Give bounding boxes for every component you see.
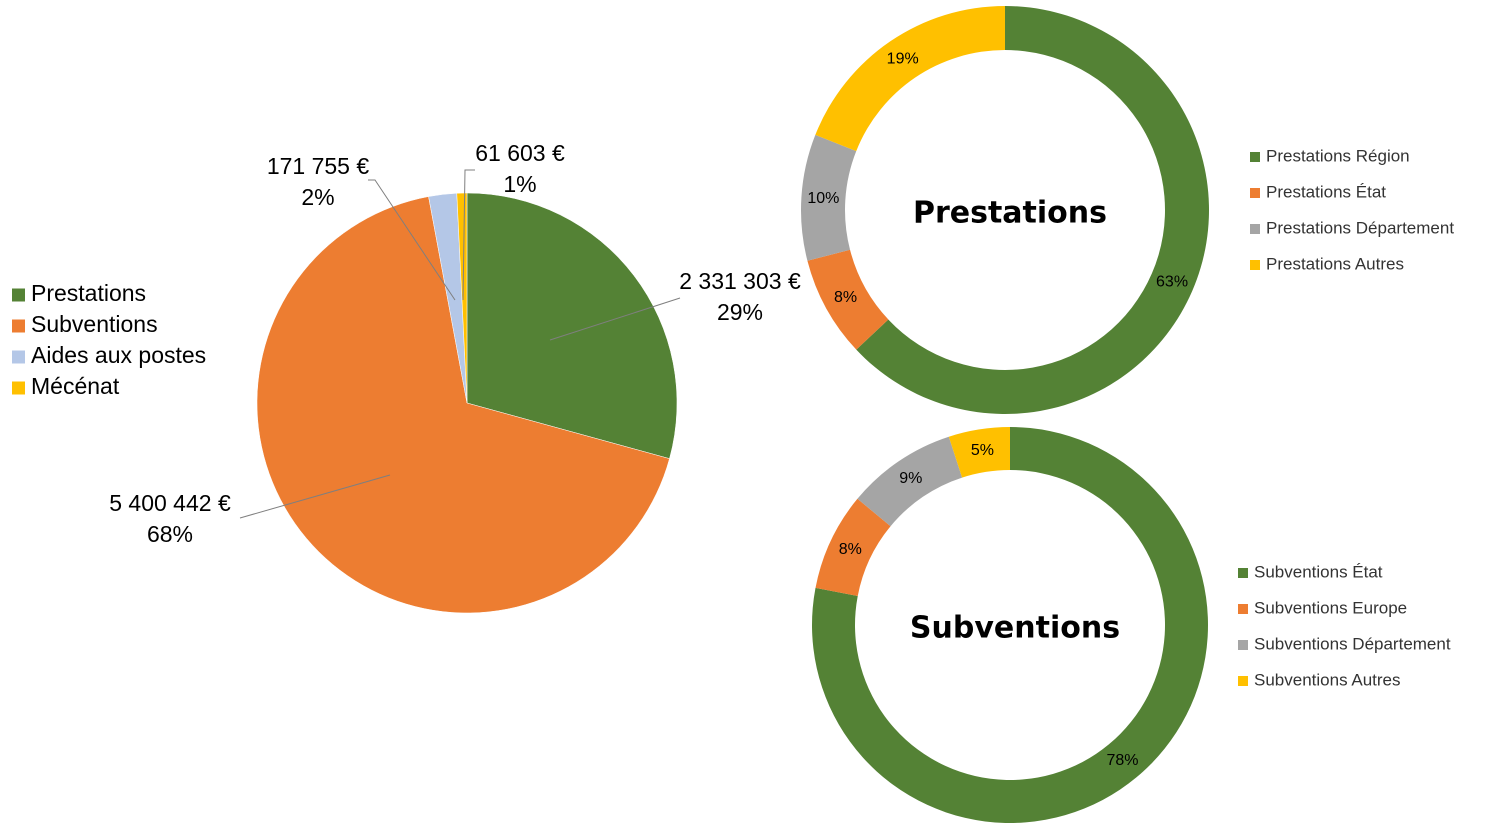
legend-marker bbox=[1238, 640, 1248, 650]
legend-marker bbox=[1250, 188, 1260, 198]
slice bbox=[801, 134, 857, 261]
legend-marker bbox=[1238, 568, 1248, 578]
percent-label: 68% bbox=[147, 521, 193, 547]
legend-marker bbox=[1250, 260, 1260, 270]
slice bbox=[256, 196, 670, 614]
data-label: 8% bbox=[839, 541, 862, 558]
legend-marker bbox=[1238, 676, 1248, 686]
percent-label: 29% bbox=[717, 299, 763, 325]
data-label: 63% bbox=[1156, 273, 1188, 290]
legend-label: Aides aux postes bbox=[31, 342, 206, 368]
legend-label: Subventions Département bbox=[1254, 634, 1451, 653]
slice bbox=[466, 192, 678, 459]
slice bbox=[456, 192, 468, 404]
legend-marker bbox=[12, 350, 25, 364]
leader-line bbox=[368, 179, 456, 301]
data-label: 8% bbox=[834, 289, 857, 306]
slice bbox=[857, 436, 963, 527]
slice bbox=[807, 249, 889, 350]
leader-line bbox=[239, 474, 391, 519]
legend-label: Prestations Autres bbox=[1266, 254, 1404, 273]
legend-label: Prestations Département bbox=[1266, 218, 1454, 237]
slice bbox=[948, 427, 1010, 478]
legend-label: Prestations bbox=[31, 280, 146, 306]
legend-marker bbox=[12, 288, 25, 302]
legend-label: Prestations État bbox=[1266, 182, 1386, 201]
legend-marker bbox=[1250, 152, 1260, 162]
legend-marker bbox=[12, 381, 25, 395]
slice bbox=[856, 6, 1209, 414]
legend-label: Subventions Autres bbox=[1254, 670, 1400, 689]
data-label: 61 603 € bbox=[475, 140, 565, 166]
data-label: 9% bbox=[899, 470, 922, 487]
data-label: 78% bbox=[1106, 752, 1138, 769]
slice bbox=[815, 498, 891, 596]
percent-label: 2% bbox=[301, 184, 334, 210]
data-label: 5 400 442 € bbox=[109, 490, 231, 516]
data-label: 19% bbox=[887, 51, 919, 68]
legend-label: Mécénat bbox=[31, 373, 120, 399]
chart-title: Prestations bbox=[913, 196, 1107, 231]
percent-label: 1% bbox=[503, 171, 536, 197]
leader-line bbox=[549, 297, 681, 341]
data-label: 10% bbox=[807, 190, 839, 207]
legend-marker bbox=[1250, 224, 1260, 234]
legend-label: Subventions bbox=[31, 311, 158, 337]
data-label: 5% bbox=[971, 442, 994, 459]
data-label: 171 755 € bbox=[267, 153, 370, 179]
legend-label: Subventions État bbox=[1254, 562, 1383, 581]
leader-line bbox=[462, 169, 475, 301]
legend-label: Prestations Région bbox=[1266, 146, 1410, 165]
legend-label: Subventions Europe bbox=[1254, 598, 1407, 617]
data-label: 2 331 303 € bbox=[679, 268, 801, 294]
legend-marker bbox=[1238, 604, 1248, 614]
legend-marker bbox=[12, 319, 25, 333]
chart-title: Subventions bbox=[910, 611, 1120, 646]
slice bbox=[815, 6, 1005, 152]
